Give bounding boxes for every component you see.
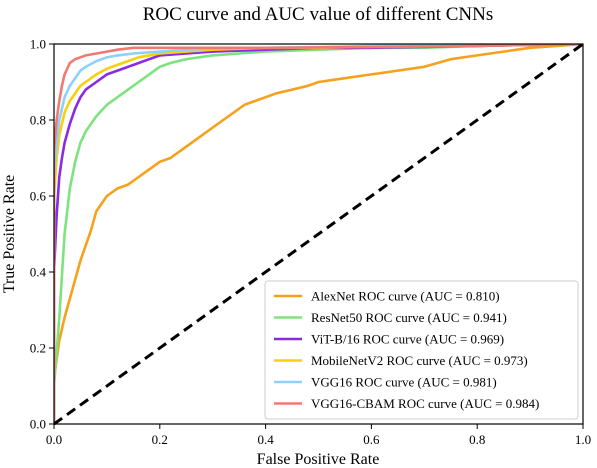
series-line-5 bbox=[54, 44, 583, 424]
series-line-2 bbox=[54, 44, 583, 424]
x-tick-label: 0.6 bbox=[363, 432, 380, 447]
chart-title: ROC curve and AUC value of different CNN… bbox=[143, 4, 494, 25]
plot-frame bbox=[53, 43, 584, 425]
y-tick-label: 0.0 bbox=[30, 417, 46, 432]
series-line-0 bbox=[54, 44, 583, 424]
legend-box bbox=[264, 280, 579, 420]
x-tick-label: 0.8 bbox=[469, 432, 485, 447]
y-tick-label: 1.0 bbox=[30, 37, 46, 52]
x-tick-label: 0.0 bbox=[46, 432, 62, 447]
legend-label-3: MobileNetV2 ROC curve (AUC = 0.973) bbox=[311, 353, 528, 368]
y-tick-label: 0.2 bbox=[30, 341, 46, 356]
x-tick-label: 1.0 bbox=[575, 432, 591, 447]
reference-diagonal bbox=[53, 42, 584, 426]
x-axis-label: False Positive Rate bbox=[257, 451, 380, 468]
legend-label-5: VGG16-CBAM ROC curve (AUC = 0.984) bbox=[311, 396, 539, 411]
legend-label-1: ResNet50 ROC curve (AUC = 0.941) bbox=[311, 310, 507, 325]
x-tick-label: 0.2 bbox=[152, 432, 168, 447]
y-tick-label: 0.4 bbox=[30, 265, 47, 280]
legend-label-4: VGG16 ROC curve (AUC = 0.981) bbox=[311, 375, 497, 390]
y-tick-label: 0.6 bbox=[30, 189, 47, 204]
x-tick-label: 0.4 bbox=[257, 432, 274, 447]
legend: AlexNet ROC curve (AUC = 0.810) ResNet50 … bbox=[264, 280, 579, 420]
axis-ticks: 0.0 0.2 0.4 0.6 0.8 1.0 0.0 0.2 0.4 0.6 0.8 1.0 bbox=[30, 37, 591, 448]
y-axis-label: True Positive Rate bbox=[1, 175, 18, 294]
legend-label-0: AlexNet ROC curve (AUC = 0.810) bbox=[311, 289, 500, 304]
plot-area bbox=[53, 42, 584, 426]
y-tick-label: 0.8 bbox=[30, 113, 46, 128]
legend-label-2: ViT-B/16 ROC curve (AUC = 0.969) bbox=[311, 332, 504, 347]
